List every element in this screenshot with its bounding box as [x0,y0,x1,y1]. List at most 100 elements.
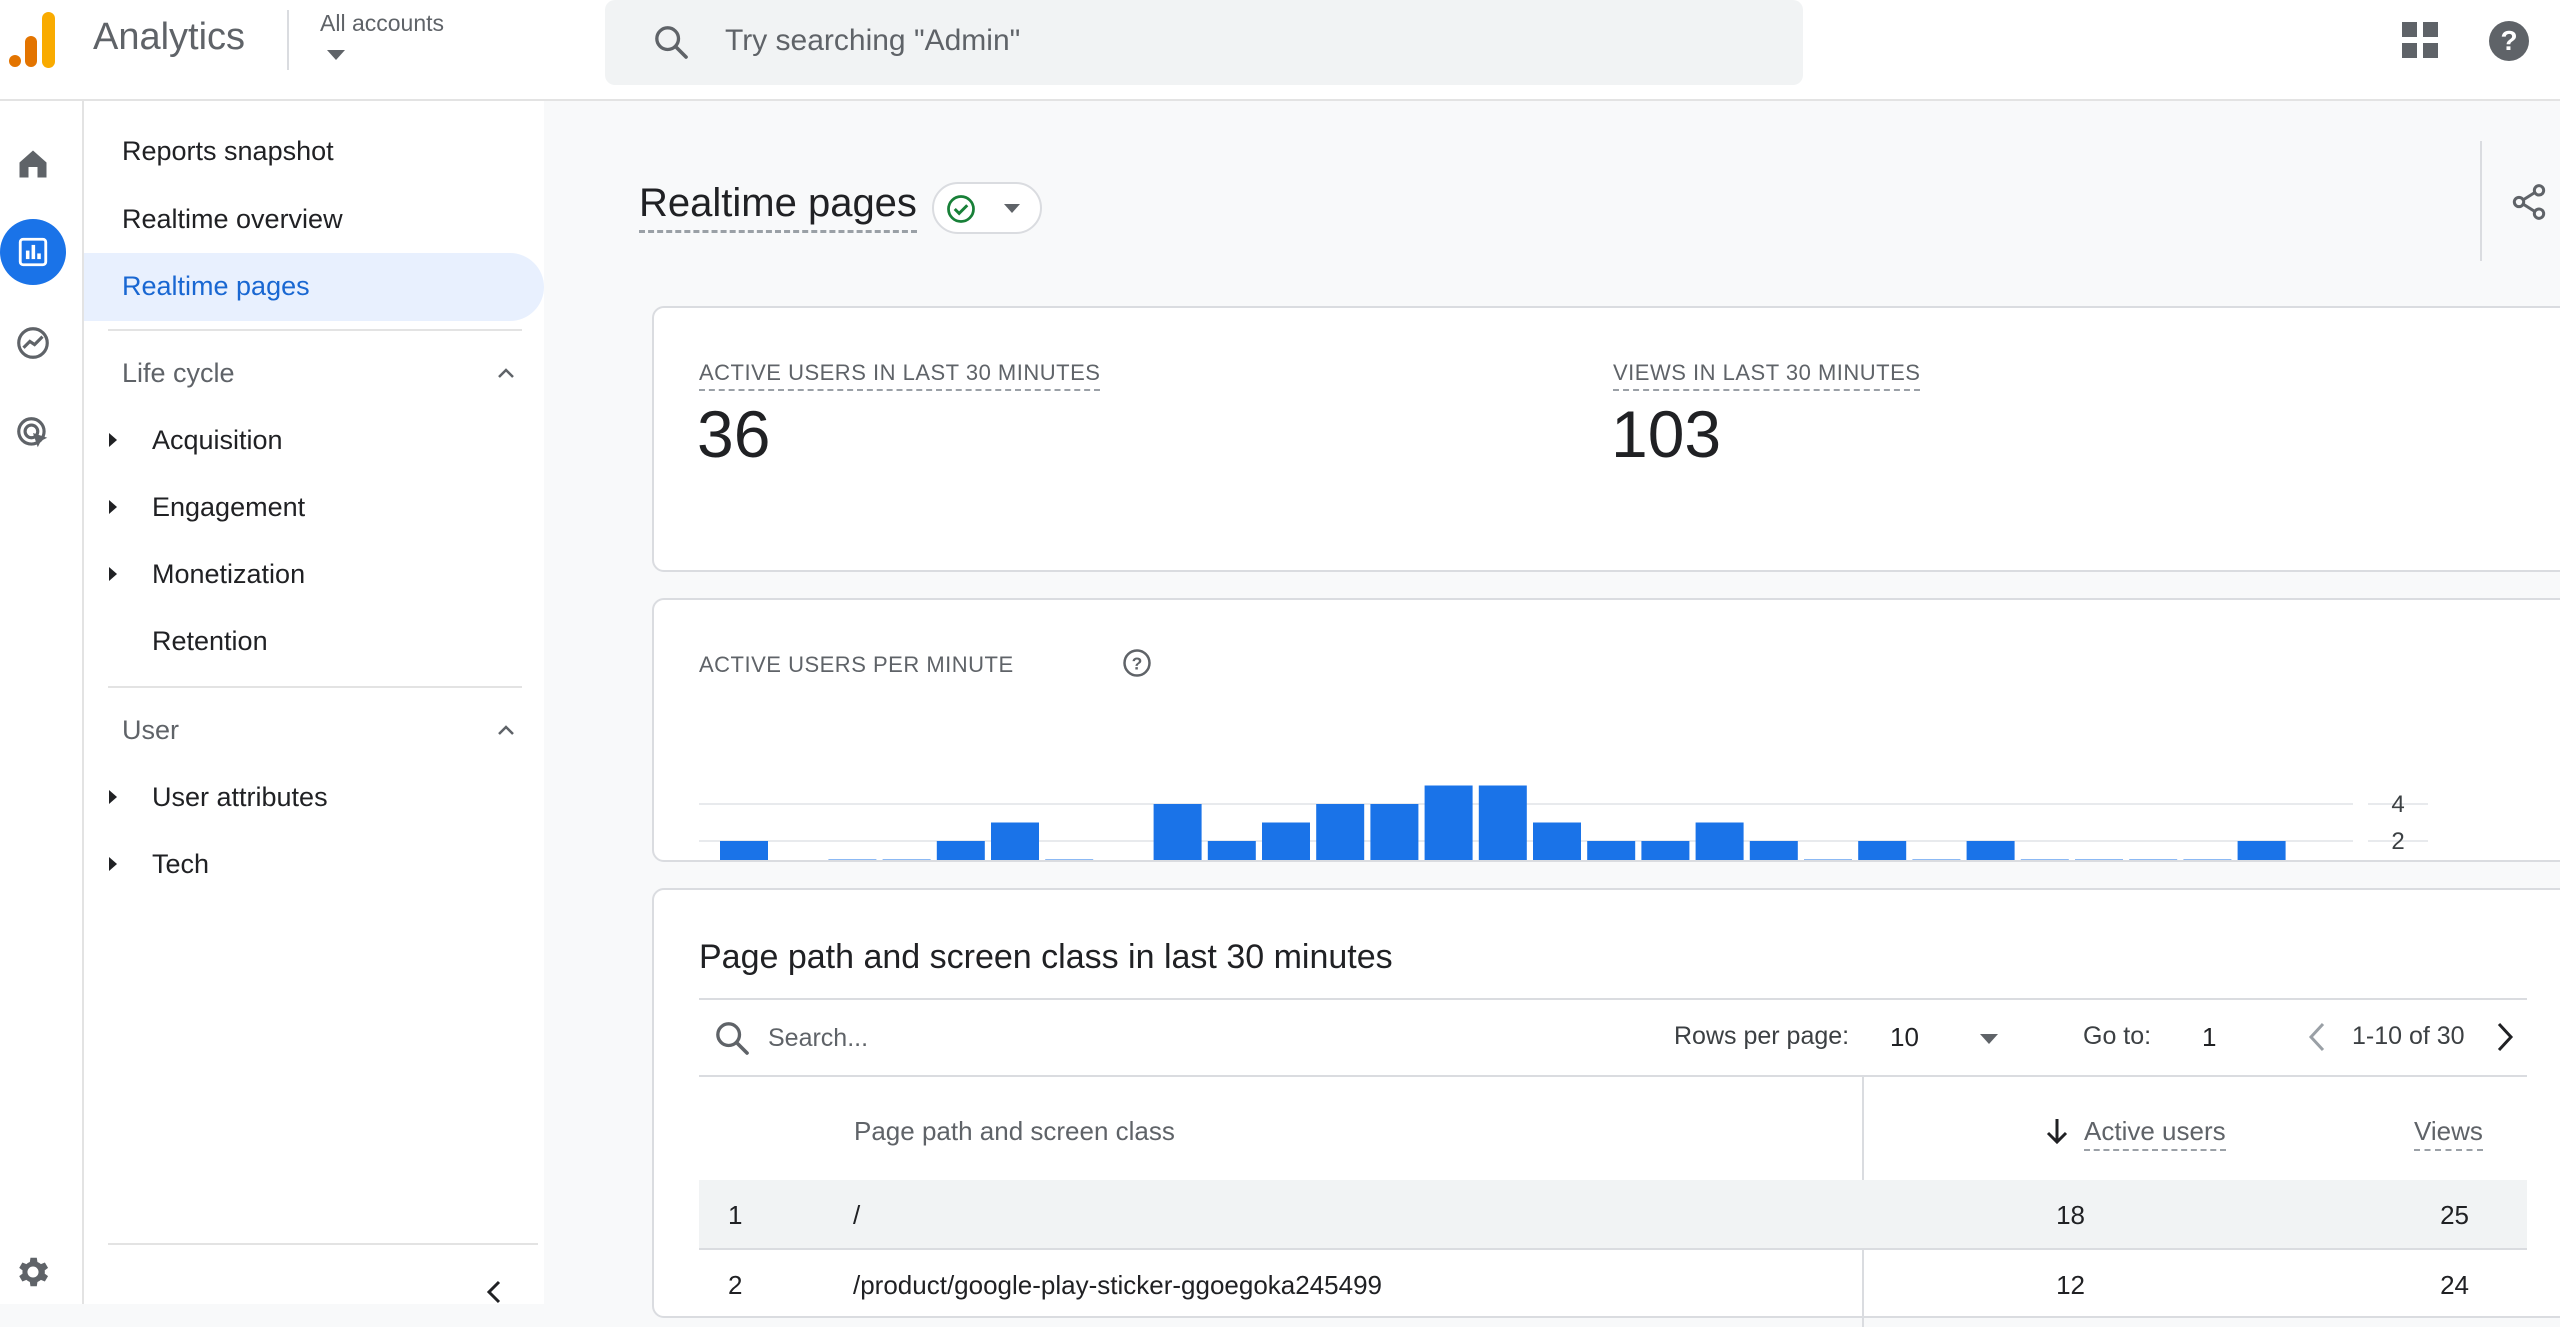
apps-grid-icon[interactable] [2402,22,2440,60]
rail-explore[interactable] [0,310,66,376]
search-icon [655,26,688,59]
bar-chart-icon [18,237,48,267]
nav-monetization[interactable]: Monetization [152,559,306,589]
row-active-users: 18 [2056,1200,2085,1230]
sort-descending-arrow-icon[interactable] [2044,1116,2070,1146]
report-status-chip[interactable] [932,182,1042,234]
chart-bar[interactable] [2075,859,2123,861]
row-page-path: / [853,1200,861,1230]
nav-realtime-pages[interactable]: Realtime pages [122,271,310,301]
rail-advertising[interactable] [0,400,66,466]
chart-title: ACTIVE USERS PER MINUTE [699,652,1014,677]
chart-bar[interactable] [882,859,931,861]
chart-bar[interactable] [1316,804,1365,860]
metric-value-active-users: 36 [697,397,771,471]
chart-bar[interactable] [1370,804,1419,860]
report-side-nav: Reports snapshot Realtime overview Realt… [84,101,544,1304]
chart-bar[interactable] [1749,841,1798,860]
expand-arrow-icon[interactable] [109,790,117,804]
nav-retention[interactable]: Retention [152,626,268,656]
chart-bar[interactable] [2020,859,2069,861]
chart-bar[interactable] [1966,841,2015,860]
account-picker-label[interactable]: All accounts [320,10,445,36]
nav-acquisition[interactable]: Acquisition [152,425,283,455]
help-icon[interactable]: ? [2488,20,2530,62]
nav-realtime-pages-highlight[interactable] [84,253,544,321]
chart-bar[interactable] [1478,785,1527,861]
column-header-views[interactable]: Views [2414,1116,2483,1151]
goto-label: Go to: [2083,1022,2152,1050]
table-row[interactable]: 1 / 18 25 [699,1180,2527,1248]
chart-bar[interactable] [1533,822,1581,861]
expand-arrow-icon[interactable] [109,567,117,581]
chart-bar[interactable] [1262,822,1310,861]
analytics-logo-icon[interactable] [8,12,58,68]
chevron-right-icon[interactable] [2494,1020,2516,1054]
chart-bar[interactable] [1695,822,1744,861]
expand-arrow-icon[interactable] [109,500,117,514]
chart-y-tick-label: 2 [2391,828,2404,855]
column-header-active-users[interactable]: Active users [2084,1116,2226,1151]
table-top-divider [699,998,2527,1000]
chart-bar[interactable] [1804,859,1852,861]
nav-tech[interactable]: Tech [152,849,210,879]
nav-engagement[interactable]: Engagement [152,492,306,522]
chart-bar[interactable] [2129,859,2178,861]
row-divider [699,1248,2527,1250]
chart-bar[interactable] [1153,804,1202,860]
metric-value-views: 103 [1611,397,1722,471]
chart-bar[interactable] [1587,841,1636,860]
expand-arrow-icon[interactable] [109,857,117,871]
share-icon[interactable] [2509,181,2549,223]
chart-bar[interactable] [2237,841,2286,860]
rail-reports[interactable] [0,219,66,285]
account-picker-caret-icon[interactable] [327,50,345,60]
chart-bar[interactable] [1912,859,1961,861]
metric-label-active-users[interactable]: ACTIVE USERS IN LAST 30 MINUTES [699,360,1101,391]
chart-bar[interactable] [1858,841,1907,860]
global-search-input[interactable]: Try searching "Admin" [725,24,1021,57]
chart-bar[interactable] [991,822,1039,861]
table-row[interactable]: 2 /product/google-play-sticker-ggoegoka2… [699,1250,2527,1318]
nav-section-user[interactable]: User [122,715,180,745]
global-search-box[interactable]: Try searching "Admin" [605,0,1803,85]
column-header-page-path[interactable]: Page path and screen class [854,1116,1175,1146]
chart-y-tick-label: 4 [2391,791,2404,818]
nav-realtime-overview[interactable]: Realtime overview [122,204,343,234]
chart-bar[interactable] [1424,785,1473,861]
metrics-card: ACTIVE USERS IN LAST 30 MINUTES 36 VIEWS… [652,306,2560,572]
chart-bar[interactable] [1641,841,1690,860]
chevron-up-icon[interactable] [496,363,516,383]
nav-divider [108,329,522,331]
chart-bar[interactable] [1207,841,1256,860]
chevron-left-icon[interactable] [2306,1020,2328,1054]
chevron-down-icon [1004,204,1020,213]
table-title: Page path and screen class in last 30 mi… [699,938,1393,976]
expand-arrow-icon[interactable] [109,433,117,447]
home-icon [19,150,47,178]
metric-label-views[interactable]: VIEWS IN LAST 30 MINUTES [1613,360,1921,391]
nav-reports-snapshot[interactable]: Reports snapshot [122,136,334,166]
rail-admin[interactable] [0,1239,66,1305]
nav-user-attributes[interactable]: User attributes [152,782,328,812]
rail-home[interactable] [0,131,66,197]
table-search-input[interactable]: Search... [768,1024,869,1052]
chart-bar[interactable] [1045,859,1094,861]
chart-bar[interactable] [2183,859,2232,861]
chart-bar[interactable] [720,841,768,860]
row-views: 25 [2440,1200,2469,1230]
nav-section-life-cycle[interactable]: Life cycle [122,358,235,388]
page-title[interactable]: Realtime pages [639,181,917,233]
chart-bar[interactable] [936,841,985,860]
chart-bar[interactable] [828,859,877,861]
chevron-up-icon[interactable] [496,720,516,740]
collapse-nav-chevron-icon[interactable] [484,1279,504,1305]
row-active-users: 12 [2056,1270,2085,1300]
row-index: 1 [728,1200,743,1230]
svg-text:?: ? [1132,653,1143,673]
rows-per-page-select[interactable]: 10 [1890,1022,1919,1052]
svg-text:?: ? [2500,25,2517,56]
help-circle-icon[interactable]: ? [1122,648,1152,678]
goto-page-input[interactable]: 1 [2202,1022,2217,1052]
chevron-down-icon[interactable] [1980,1034,1998,1044]
